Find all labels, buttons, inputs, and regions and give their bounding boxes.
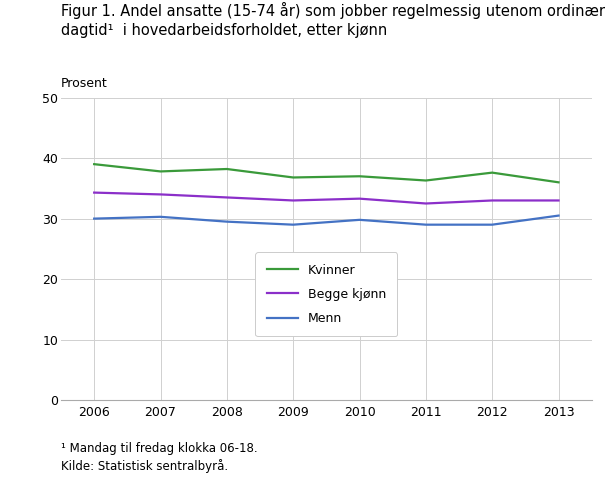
Text: Kilde: Statistisk sentralbyrå.: Kilde: Statistisk sentralbyrå. — [61, 459, 228, 473]
Legend: Kvinner, Begge kjønn, Menn: Kvinner, Begge kjønn, Menn — [256, 252, 397, 336]
Text: Figur 1. Andel ansatte (15-74 år) som jobber regelmessig utenom ordinær
dagtid¹ : Figur 1. Andel ansatte (15-74 år) som jo… — [61, 2, 605, 38]
Text: ¹ Mandag til fredag klokka 06-18.: ¹ Mandag til fredag klokka 06-18. — [61, 442, 257, 455]
Text: Prosent: Prosent — [61, 77, 108, 90]
